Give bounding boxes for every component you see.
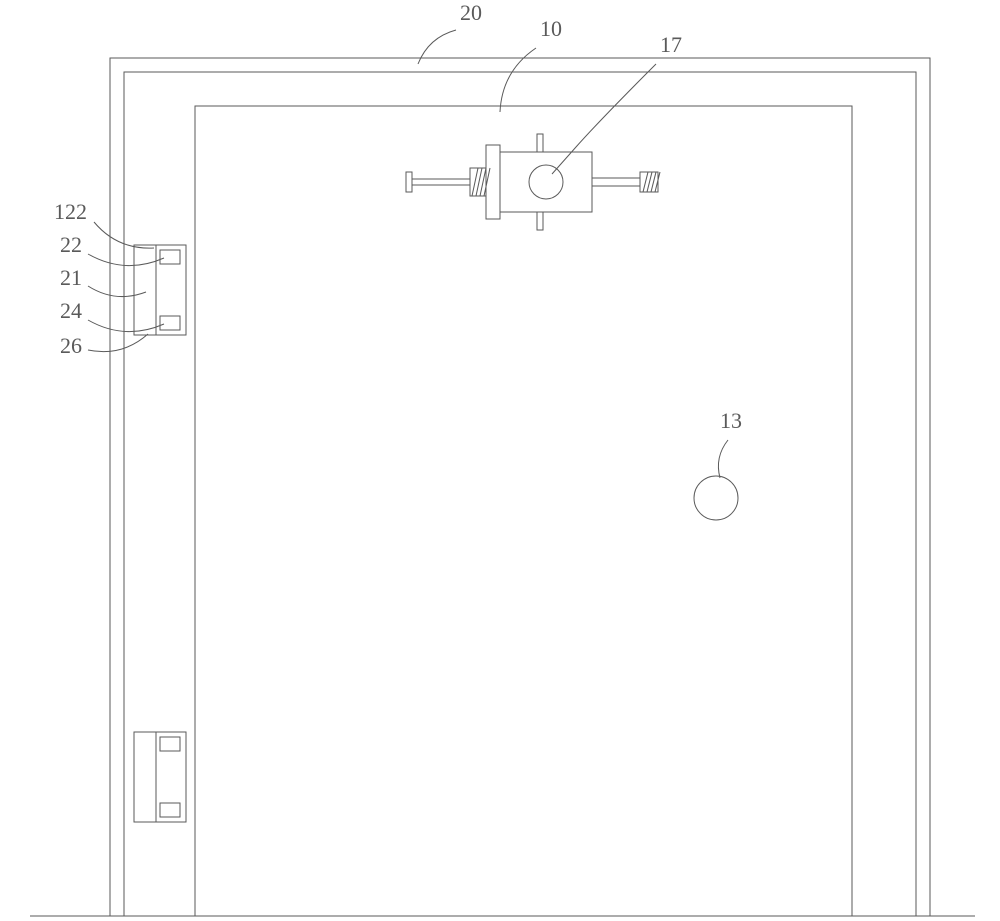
lead-26 — [88, 334, 148, 352]
lead-21 — [88, 286, 146, 297]
door-slab — [195, 106, 852, 916]
label-17: 17 — [660, 32, 682, 57]
lead-17 — [552, 64, 656, 174]
label-24: 24 — [60, 298, 82, 323]
label-13: 13 — [720, 408, 742, 433]
hinge-bottom — [134, 732, 186, 822]
door-handle — [694, 476, 738, 520]
label-26: 26 — [60, 333, 82, 358]
lead-24 — [88, 320, 164, 332]
lead-20 — [418, 30, 456, 64]
latch-mechanism — [406, 134, 660, 230]
hinge-top — [134, 245, 186, 335]
label-22: 22 — [60, 232, 82, 257]
label-122: 122 — [54, 199, 87, 224]
frame-inner — [124, 72, 916, 916]
lead-13 — [718, 440, 728, 478]
frame-outer — [110, 58, 930, 916]
label-20: 20 — [460, 0, 482, 25]
lead-22 — [88, 254, 164, 266]
label-10: 10 — [540, 16, 562, 41]
label-21: 21 — [60, 265, 82, 290]
